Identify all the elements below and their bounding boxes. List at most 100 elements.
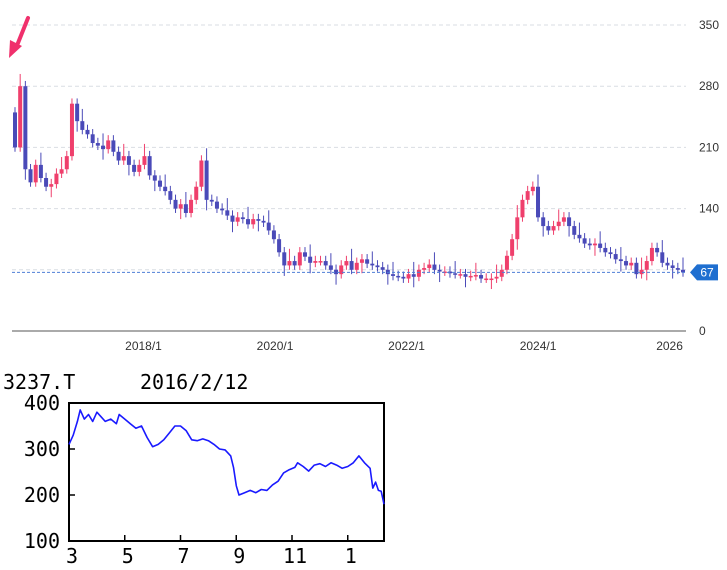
candle-body [328,265,333,270]
candle-body [608,252,613,255]
candle-body [577,234,582,239]
candle-body [510,239,515,256]
candle [297,247,302,270]
candle-body [297,252,302,266]
candle-body [370,263,375,266]
candle [13,107,17,152]
candle-body [525,191,530,200]
candle [292,255,297,270]
candle-body [499,269,504,277]
candle [334,264,339,285]
candle-body [142,156,147,165]
candle-body [468,275,473,278]
candle [670,260,675,279]
candle [277,233,282,257]
candle-body [64,156,69,170]
mini-x-tick-label: 11 [283,544,307,568]
candle-body [458,274,463,276]
current-price-badge: 67 [690,264,718,281]
candle-body [592,243,597,246]
candle [75,98,80,132]
candle-body [665,262,670,266]
candle [116,146,121,165]
candle [246,206,251,229]
candle-body [38,164,43,178]
candle-body [675,268,680,270]
mini-plot-frame [68,402,385,542]
candle [199,155,204,192]
candle [639,257,644,279]
price-line [68,409,385,505]
x-tick-labels: 2018/1 2020/1 2022/1 2024/1 2026 [125,339,683,353]
mini-x-tick-label: 3 [66,544,78,568]
candle [603,242,608,257]
candle-body [240,217,245,220]
candle-body [359,259,364,263]
candle [442,266,447,276]
candle-body [572,226,577,235]
candle-body [416,269,421,277]
candle-body [551,226,556,231]
candle-body [479,275,484,279]
arrow-icon [9,16,30,58]
candle-body [271,230,276,240]
candle-body [556,221,561,227]
candle-body [494,276,499,279]
candles [13,73,685,290]
y-tick-labels: 070140210280350 [699,18,719,338]
candle-body [209,199,214,202]
candle [624,255,629,270]
candle-body [323,261,328,266]
candle-body [681,269,685,273]
candle-body [235,217,240,222]
candle-body [463,274,468,277]
candle [111,135,116,157]
candle-body [59,169,64,174]
candle [323,255,328,270]
candle-body [520,199,525,218]
candle [204,148,209,211]
candle-body [365,259,370,264]
candle [613,248,618,264]
candle [370,251,375,270]
candle [536,174,541,222]
candle [453,261,458,279]
candle-body [116,151,121,161]
candle-body [349,261,354,270]
candle-body [391,274,396,276]
candle-body [655,247,660,253]
candle [147,150,152,180]
candle-body [649,247,654,262]
candle-body [396,275,401,278]
candle [391,261,396,281]
candle-body [183,204,188,213]
candle-body [28,169,33,183]
candle [18,73,23,152]
candle-body [473,275,478,277]
candle [137,159,142,177]
x-tick-label: 2024/1 [520,339,557,353]
candle-body [629,262,634,266]
candle-body [90,134,95,144]
candle [344,255,349,270]
candle-body [54,173,59,185]
candle [95,137,100,151]
candle [582,233,587,248]
mini-x-tick-label: 5 [122,544,134,568]
mini-y-tick-label: 300 [24,437,60,461]
candle-body [152,175,157,181]
candle-body [121,156,126,161]
mini-x-tick-label: 9 [233,544,245,568]
candle [634,257,639,279]
candle [256,213,261,232]
candle [665,257,670,270]
candle [385,264,390,285]
candle [592,238,597,256]
candle [359,254,364,274]
candle [49,178,54,198]
candle-body [80,121,85,130]
candle [121,143,126,165]
mini-x-ticks: 3 5 7 9 11 1 [66,535,357,568]
candle-body [422,268,427,270]
candle-body [230,215,235,222]
